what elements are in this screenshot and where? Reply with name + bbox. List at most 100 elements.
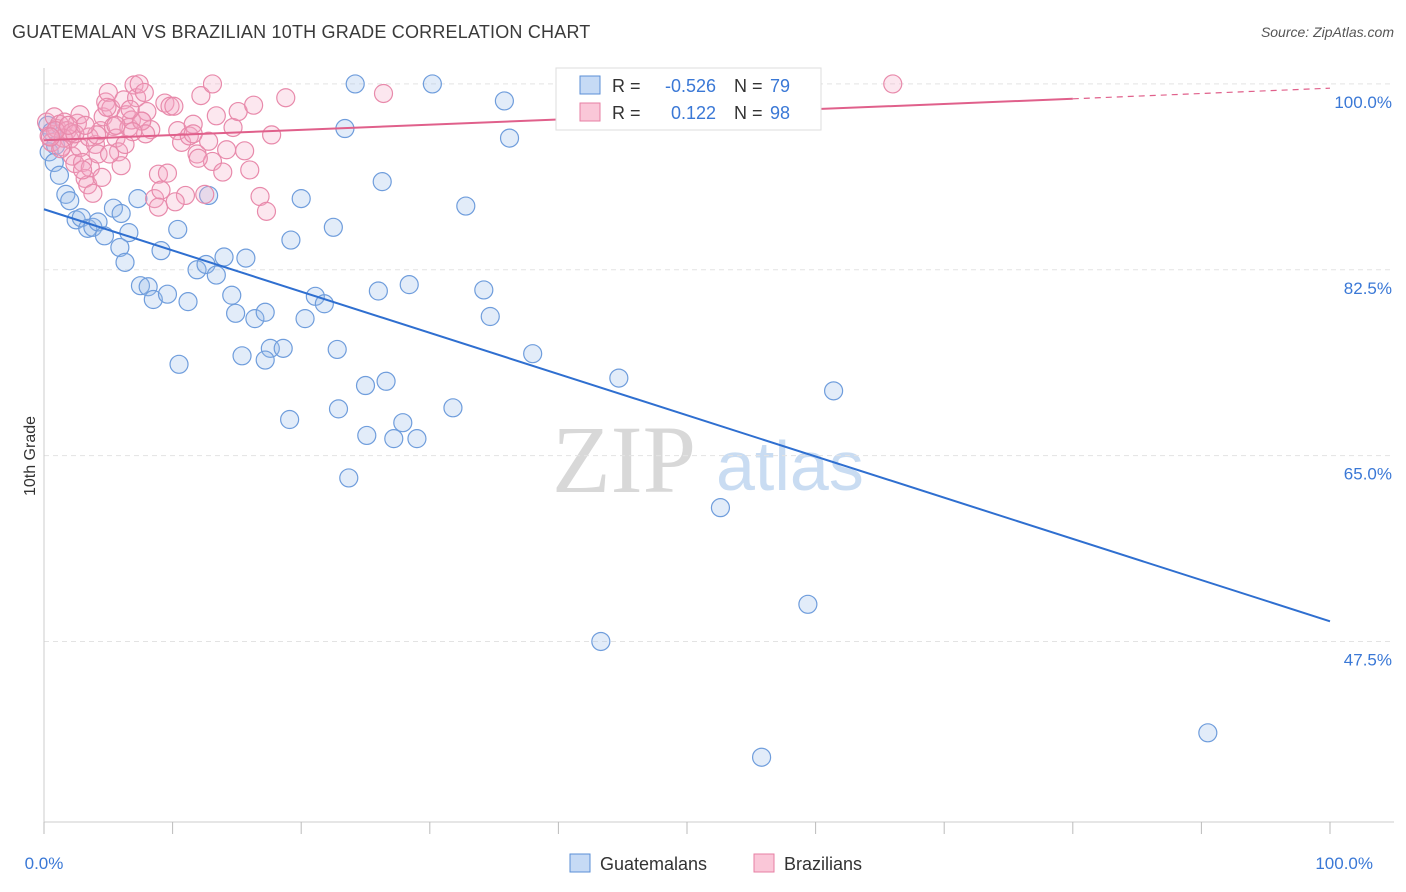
- brazilian-point-81: [99, 144, 120, 164]
- brazilian-point-53: [191, 86, 211, 106]
- brazilian-point-80: [72, 160, 93, 180]
- brazilian-point-18: [83, 183, 103, 203]
- y-tick-label-1: 82.5%: [1344, 279, 1392, 298]
- guatemalan-point-21: [138, 277, 158, 297]
- guatemalan-point-33: [226, 303, 246, 323]
- guatemalan-point-61: [399, 275, 419, 295]
- guatemalan-point-70: [523, 344, 543, 364]
- guatemalan-point-7: [60, 191, 80, 211]
- brazilian-point-38: [134, 82, 154, 103]
- guatemalan-point-68: [494, 91, 514, 111]
- y-tick-label-3: 47.5%: [1344, 650, 1392, 669]
- stats-legend-swatch-guatemalans: [579, 75, 601, 95]
- trend-line-guatemalans: [43, 208, 1331, 623]
- guatemalan-point-54: [355, 375, 376, 396]
- brazilian-point-89: [188, 148, 208, 168]
- stats-r-label-2: R =: [612, 103, 641, 123]
- guatemalan-point-78: [1198, 723, 1218, 743]
- source-credit: Source: ZipAtlas.com: [1260, 24, 1394, 40]
- brazilian-point-93: [97, 97, 117, 117]
- stats-legend-swatch-brazilians: [579, 102, 601, 122]
- guatemalan-point-31: [214, 247, 234, 267]
- y-axis-label: 10th Grade: [22, 416, 39, 496]
- guatemalan-point-5: [49, 165, 70, 185]
- trend-line-brazilians-extension: [1072, 87, 1331, 100]
- guatemalan-point-63: [422, 74, 442, 94]
- guatemalan-point-44: [291, 189, 311, 209]
- guatemalan-point-25: [168, 219, 188, 240]
- guatemalan-point-66: [474, 280, 494, 300]
- guatemalan-point-49: [327, 339, 347, 360]
- guatemalan-point-40: [255, 350, 275, 370]
- guatemalan-point-19: [115, 252, 135, 272]
- guatemalan-point-53: [345, 74, 365, 94]
- stats-n-value-2: 98: [770, 103, 790, 123]
- guatemalan-point-29: [206, 265, 226, 285]
- brazilian-point-90: [217, 140, 237, 160]
- guatemalan-point-20: [130, 276, 151, 296]
- guatemalan-point-64: [443, 398, 463, 418]
- guatemalan-point-35: [245, 309, 265, 329]
- watermark-zip: ZIP: [552, 406, 696, 513]
- x-ticks: [43, 822, 1331, 834]
- guatemalan-point-32: [222, 285, 242, 305]
- axes: [43, 68, 1394, 823]
- brazilian-point-91: [240, 160, 260, 180]
- guatemalan-point-65: [456, 196, 476, 216]
- brazilian-point-79: [165, 192, 185, 212]
- brazilian-point-85: [40, 127, 61, 147]
- brazilian-point-95: [58, 115, 79, 135]
- series-brazilians: [36, 74, 903, 221]
- y-tick-label-0: 100.0%: [1334, 93, 1392, 112]
- guatemalan-point-52: [339, 468, 359, 488]
- guatemalan-point-15: [111, 203, 131, 224]
- y-tick-label-2: 65.0%: [1344, 465, 1392, 484]
- guatemalan-point-27: [187, 260, 207, 280]
- x-tick-label-100: 100.0%: [1315, 854, 1373, 873]
- guatemalan-point-36: [255, 302, 275, 322]
- guatemalan-point-73: [609, 368, 629, 388]
- brazilian-point-62: [244, 95, 264, 115]
- brazilian-point-66: [373, 83, 394, 104]
- stats-legend: R = -0.526 N = 79 R = 0.122 N = 98: [555, 67, 822, 131]
- guatemalan-point-72: [591, 631, 611, 652]
- brazilian-point-58: [213, 162, 233, 182]
- series-legend: Guatemalans Brazilians: [569, 853, 862, 874]
- chart-title: GUATEMALAN VS BRAZILIAN 10TH GRADE CORRE…: [12, 22, 591, 42]
- stats-n-value-1: 79: [770, 76, 790, 96]
- guatemalan-point-69: [499, 128, 520, 148]
- guatemalan-point-48: [323, 217, 343, 237]
- stats-r-label-1: R =: [612, 76, 641, 96]
- guatemalan-point-58: [376, 371, 396, 391]
- guatemalan-point-42: [281, 230, 301, 250]
- guatemalan-point-39: [232, 346, 252, 366]
- brazilian-point-55: [199, 131, 219, 151]
- brazilian-point-57: [206, 106, 226, 126]
- brazilian-point-49: [175, 185, 196, 206]
- guatemalan-point-60: [393, 413, 413, 433]
- guatemalan-point-59: [384, 429, 404, 449]
- guatemalan-point-57: [372, 172, 392, 192]
- guatemalan-point-62: [407, 429, 427, 449]
- legend-label-brazilians: Brazilians: [784, 854, 862, 874]
- guatemalan-point-17: [128, 189, 148, 209]
- guatemalan-point-24: [157, 284, 178, 304]
- brazilian-point-65: [276, 88, 296, 108]
- guatemalan-point-38: [273, 338, 293, 358]
- guatemalan-point-67: [480, 306, 500, 327]
- brazilian-point-96: [123, 122, 143, 142]
- stats-r-value-2: 0.122: [671, 103, 716, 123]
- brazilian-point-68: [202, 74, 223, 94]
- brazilian-point-43: [151, 180, 171, 200]
- brazilian-point-67: [883, 74, 903, 94]
- guatemalan-point-74: [710, 498, 731, 518]
- brazilian-point-46: [164, 96, 184, 116]
- legend-label-guatemalans: Guatemalans: [600, 854, 707, 874]
- guatemalan-point-76: [798, 594, 818, 614]
- brazilian-point-20: [88, 144, 108, 164]
- brazilian-point-71: [79, 127, 99, 147]
- guatemalan-point-18: [110, 237, 130, 258]
- brazilian-point-77: [148, 197, 169, 217]
- legend-swatch-guatemalans: [569, 853, 591, 873]
